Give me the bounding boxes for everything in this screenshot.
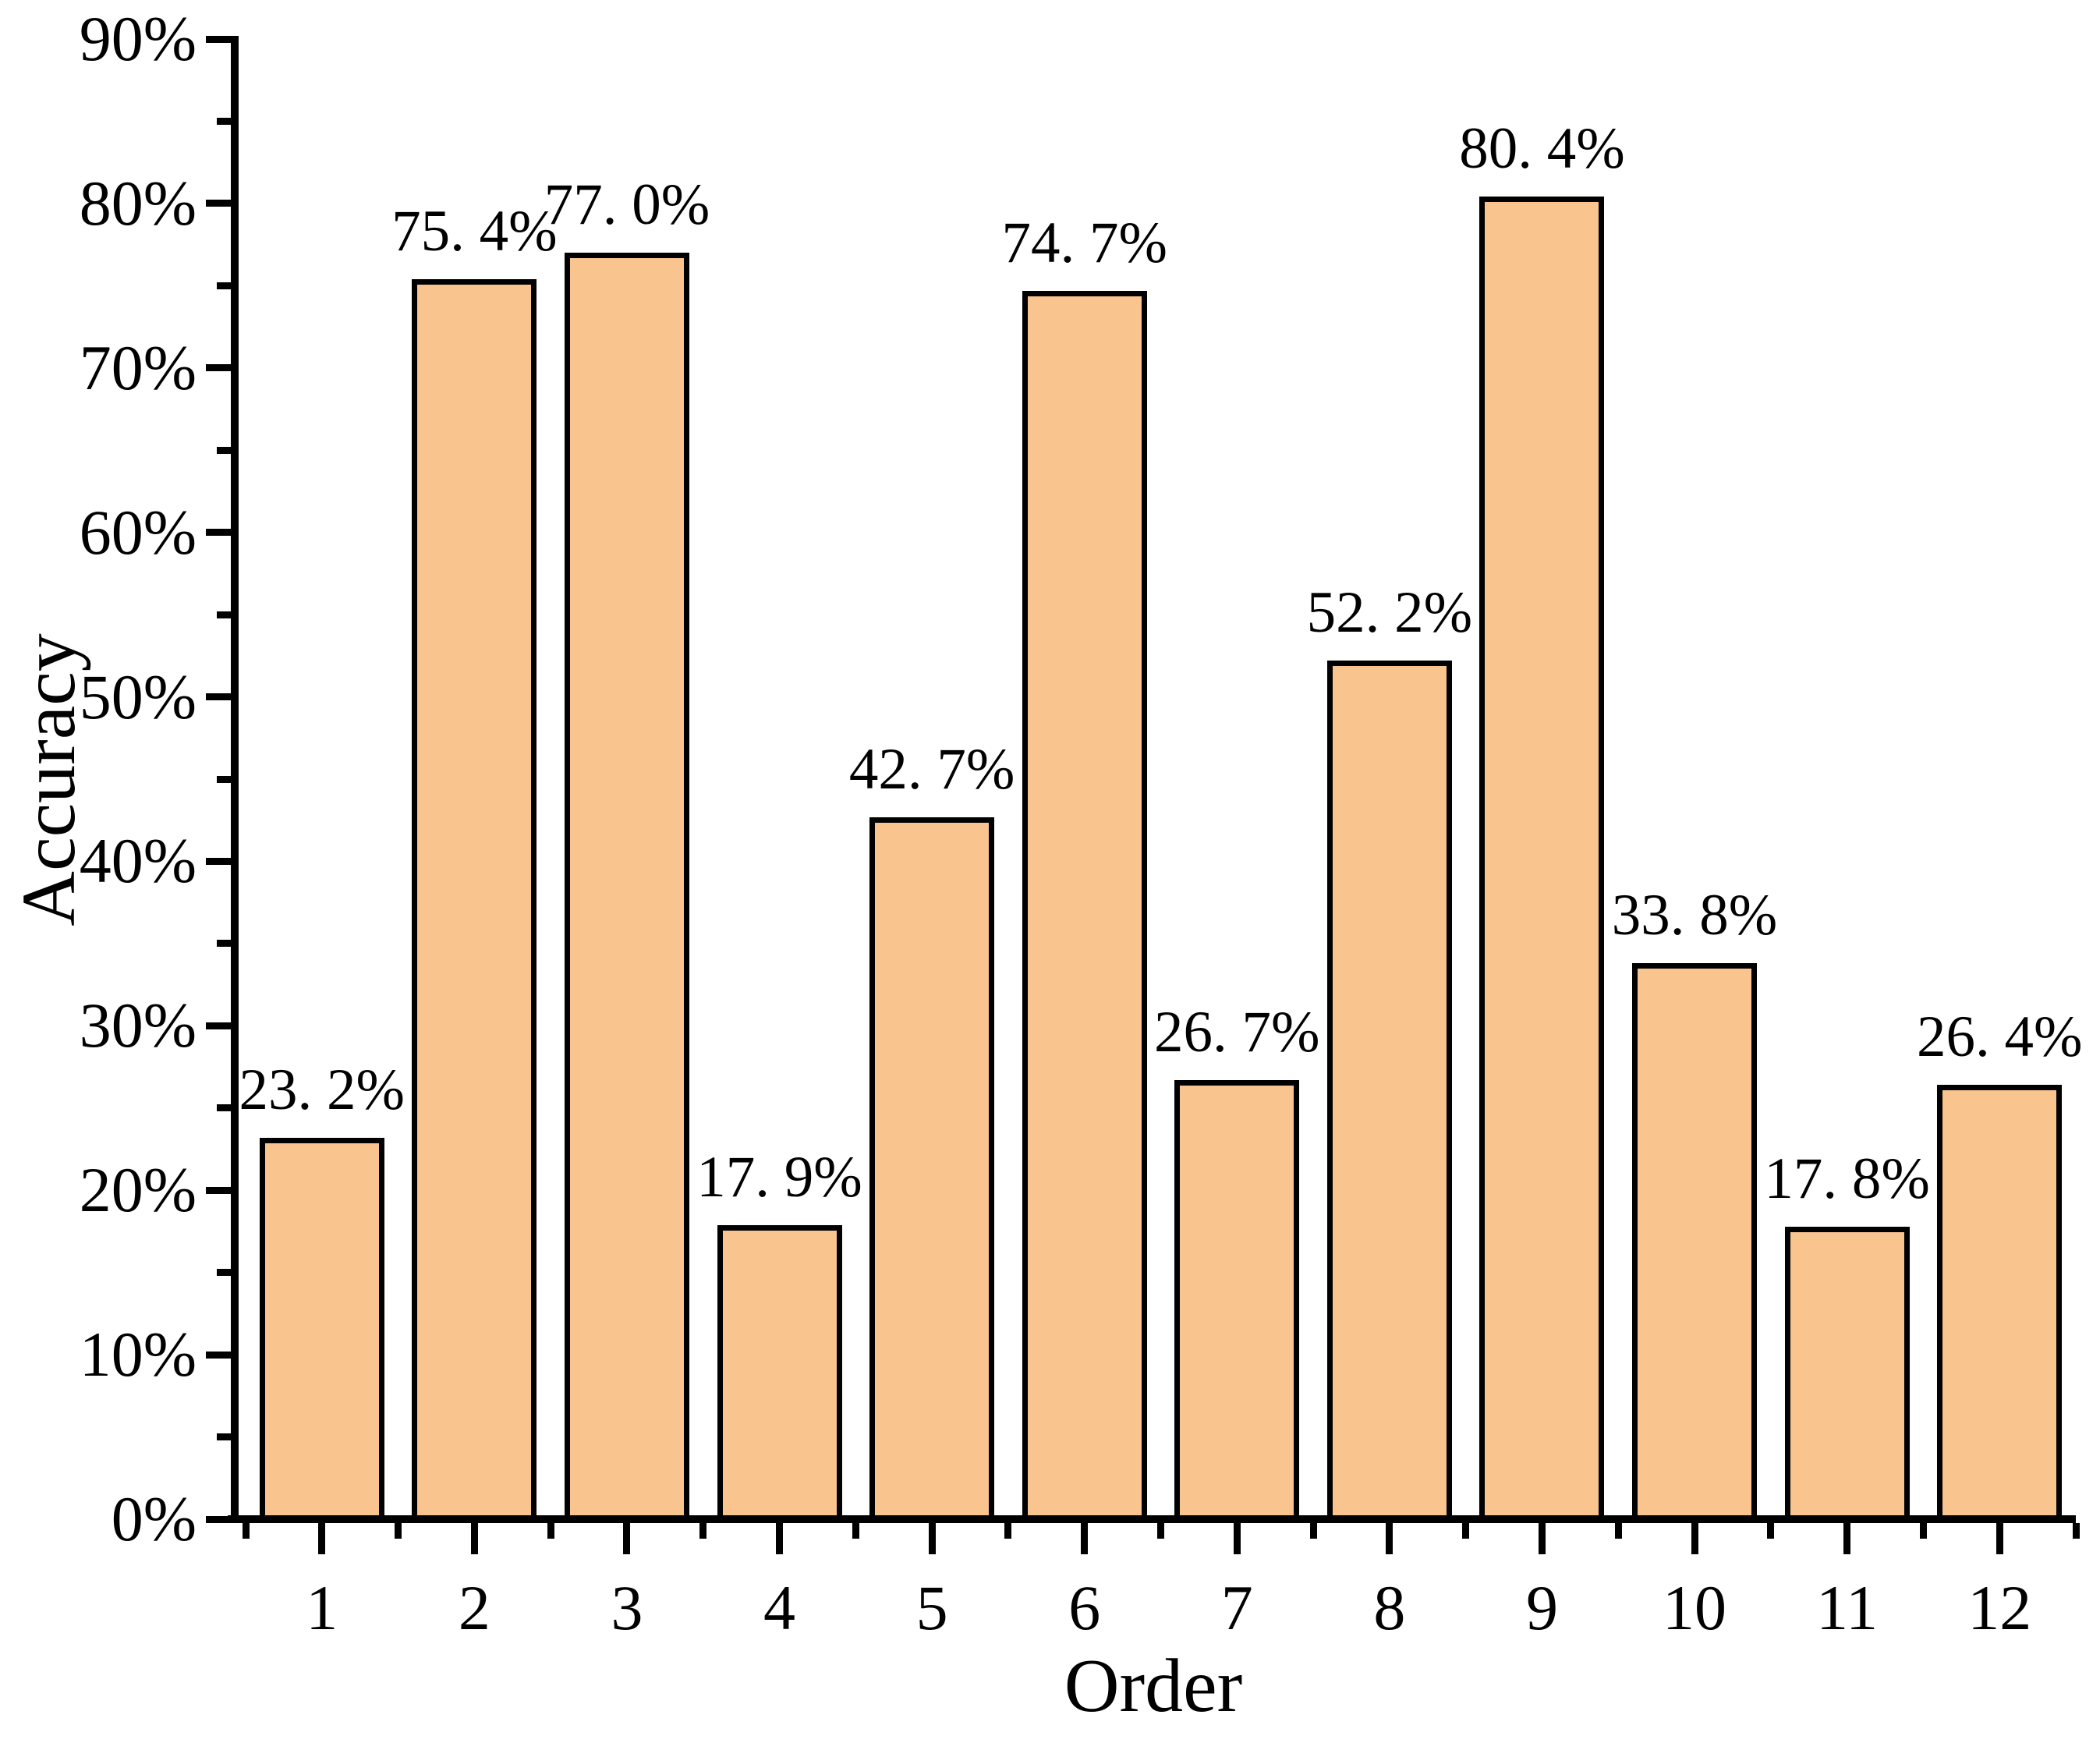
bar-value-label: 23. 2% bbox=[239, 1057, 405, 1122]
x-major-tick bbox=[470, 1523, 478, 1554]
bar-value-label: 17. 8% bbox=[1764, 1146, 1930, 1211]
y-minor-tick bbox=[217, 775, 231, 783]
bar-value-label: 33. 8% bbox=[1611, 883, 1778, 948]
bar bbox=[1022, 290, 1147, 1523]
y-minor-tick bbox=[217, 1269, 231, 1277]
x-minor-tick bbox=[1767, 1523, 1775, 1539]
x-major-tick bbox=[1843, 1523, 1851, 1554]
y-tick-label: 40% bbox=[79, 825, 197, 897]
x-major-tick bbox=[928, 1523, 936, 1554]
y-minor-tick bbox=[217, 1433, 231, 1441]
x-minor-tick bbox=[699, 1523, 707, 1539]
bar-value-label: 74. 7% bbox=[1001, 210, 1167, 275]
x-major-tick bbox=[1996, 1523, 2003, 1554]
y-minor-tick bbox=[217, 940, 231, 948]
bar bbox=[869, 817, 995, 1523]
x-major-tick bbox=[1386, 1523, 1394, 1554]
x-tick-label: 12 bbox=[1967, 1572, 2032, 1643]
x-tick-label: 4 bbox=[763, 1572, 796, 1643]
bar bbox=[1174, 1079, 1300, 1523]
x-tick-label: 6 bbox=[1068, 1572, 1101, 1643]
x-minor-tick bbox=[395, 1523, 402, 1539]
bar-value-label: 52. 2% bbox=[1306, 580, 1473, 646]
y-major-tick bbox=[206, 529, 231, 537]
bar-value-label: 42. 7% bbox=[848, 736, 1015, 802]
y-minor-tick bbox=[217, 611, 231, 618]
y-major-tick bbox=[206, 1022, 231, 1029]
y-major-tick bbox=[206, 364, 231, 372]
y-major-tick bbox=[206, 1186, 231, 1194]
x-minor-tick bbox=[547, 1523, 554, 1539]
y-tick-label: 0% bbox=[111, 1483, 197, 1554]
x-major-tick bbox=[1081, 1523, 1089, 1554]
x-minor-tick bbox=[1614, 1523, 1622, 1539]
x-minor-tick bbox=[1004, 1523, 1012, 1539]
bar-value-label: 77. 0% bbox=[544, 172, 710, 238]
x-minor-tick bbox=[1462, 1523, 1470, 1539]
bar bbox=[717, 1224, 842, 1523]
x-tick-label: 10 bbox=[1663, 1572, 1727, 1643]
x-tick-label: 8 bbox=[1373, 1572, 1406, 1643]
x-tick-label: 1 bbox=[306, 1572, 338, 1643]
x-major-tick bbox=[1538, 1523, 1546, 1554]
bar-value-label: 26. 4% bbox=[1916, 1004, 2083, 1070]
y-axis-spine bbox=[231, 36, 239, 1523]
x-minor-tick bbox=[1157, 1523, 1164, 1539]
y-tick-label: 60% bbox=[79, 496, 197, 568]
x-major-tick bbox=[1233, 1523, 1241, 1554]
bar bbox=[1326, 661, 1452, 1523]
x-tick-label: 2 bbox=[458, 1572, 490, 1643]
bar-value-label: 80. 4% bbox=[1459, 116, 1625, 182]
bar bbox=[564, 253, 689, 1523]
y-tick-label: 30% bbox=[79, 990, 197, 1061]
x-tick-label: 3 bbox=[611, 1572, 643, 1643]
y-major-tick bbox=[206, 1351, 231, 1359]
x-tick-label: 5 bbox=[915, 1572, 948, 1643]
y-tick-label: 80% bbox=[79, 167, 197, 239]
bar bbox=[259, 1137, 384, 1523]
x-major-tick bbox=[776, 1523, 784, 1554]
x-minor-tick bbox=[2072, 1523, 2080, 1539]
x-minor-tick bbox=[242, 1523, 250, 1539]
y-minor-tick bbox=[217, 282, 231, 289]
x-major-tick bbox=[623, 1523, 631, 1554]
y-major-tick bbox=[206, 1515, 231, 1523]
bar bbox=[1479, 197, 1605, 1523]
y-minor-tick bbox=[217, 117, 231, 125]
x-major-tick bbox=[318, 1523, 326, 1554]
y-major-tick bbox=[206, 693, 231, 701]
y-tick-label: 10% bbox=[79, 1319, 197, 1391]
y-major-tick bbox=[206, 200, 231, 207]
bar bbox=[412, 278, 537, 1523]
y-major-tick bbox=[206, 35, 231, 43]
x-minor-tick bbox=[852, 1523, 859, 1539]
x-minor-tick bbox=[1309, 1523, 1317, 1539]
bar bbox=[1937, 1085, 2063, 1523]
x-tick-label: 11 bbox=[1816, 1572, 1879, 1643]
x-tick-label: 9 bbox=[1525, 1572, 1558, 1643]
y-tick-label: 50% bbox=[79, 661, 197, 732]
y-tick-label: 20% bbox=[79, 1154, 197, 1226]
bar-value-label: 26. 7% bbox=[1154, 999, 1320, 1065]
x-tick-label: 7 bbox=[1220, 1572, 1253, 1643]
y-tick-label: 90% bbox=[79, 3, 197, 74]
bar-value-label: 75. 4% bbox=[391, 198, 558, 264]
bar bbox=[1632, 963, 1758, 1523]
x-major-tick bbox=[1691, 1523, 1698, 1554]
x-minor-tick bbox=[1919, 1523, 1927, 1539]
x-axis-spine bbox=[228, 1515, 2076, 1523]
y-tick-label: 70% bbox=[79, 331, 197, 403]
y-major-tick bbox=[206, 857, 231, 865]
y-minor-tick bbox=[217, 1104, 231, 1112]
bar-value-label: 17. 9% bbox=[696, 1144, 862, 1210]
y-minor-tick bbox=[217, 446, 231, 454]
bar bbox=[1784, 1226, 1910, 1523]
x-axis-title: Order bbox=[1064, 1644, 1243, 1728]
